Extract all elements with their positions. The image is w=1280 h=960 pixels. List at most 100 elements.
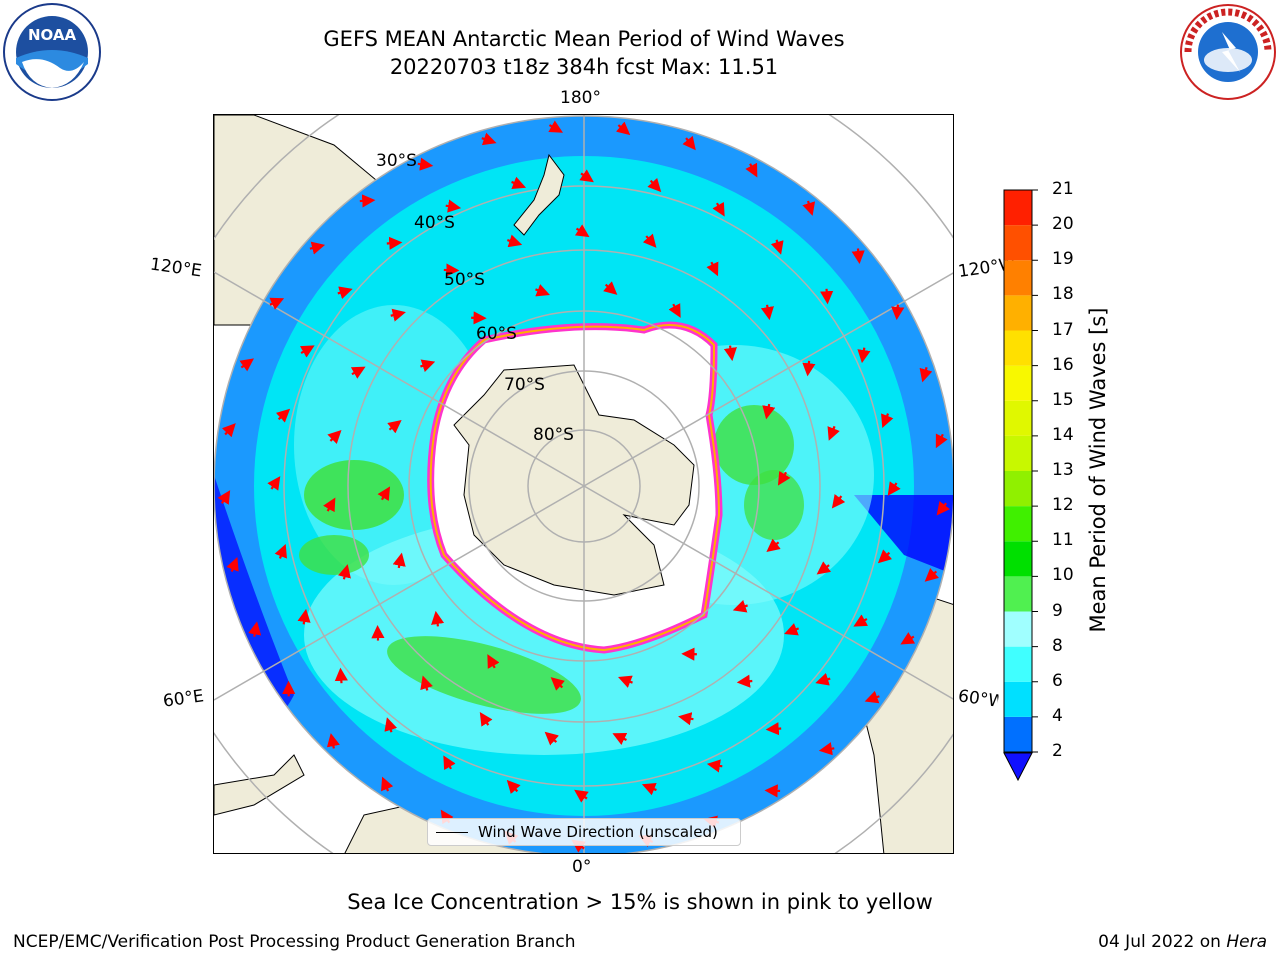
colorbar-tick-label: 6	[1052, 670, 1063, 691]
colorbar-tick-label: 21	[1052, 179, 1074, 199]
colorbar-segment	[1004, 681, 1032, 717]
colorbar-tick-label: 19	[1052, 249, 1074, 270]
wave-direction-arrow	[269, 297, 285, 310]
wave-direction-arrow	[274, 543, 287, 559]
colorbar-segment	[1004, 190, 1032, 226]
wave-direction-arrow	[221, 423, 236, 438]
wave-direction-arrow	[431, 610, 445, 627]
wave-direction-arrow	[417, 157, 434, 171]
wave-direction-arrow	[770, 239, 784, 255]
wave-direction-arrow	[420, 359, 436, 373]
colorbar-tick-label: 15	[1052, 389, 1074, 410]
colorbar-segment	[1004, 506, 1032, 542]
colorbar-tick-label: 17	[1052, 319, 1074, 340]
lon-label-lower-left: 60°E	[161, 686, 206, 712]
caption: Sea Ice Concentration > 15% is shown in …	[347, 890, 933, 914]
wave-direction-arrow	[936, 501, 950, 516]
colorbar-tick-label: 11	[1052, 530, 1074, 551]
wave-direction-arrow	[297, 608, 311, 625]
wave-direction-arrow	[506, 779, 521, 795]
wave-direction-arrow	[816, 561, 832, 575]
wave-direction-arrow	[390, 308, 406, 322]
wave-direction-arrow	[327, 429, 342, 444]
lat-label-40s: 40°S	[414, 213, 455, 233]
wave-direction-arrow	[326, 733, 340, 749]
lat-label-30s: 30°S	[376, 151, 417, 171]
wave-direction-arrow	[487, 654, 500, 669]
wave-direction-arrow	[337, 286, 353, 300]
wave-direction-arrow	[420, 675, 433, 691]
colorbar-tick-label: 14	[1052, 424, 1074, 445]
lat-label-80s: 80°S	[533, 425, 574, 445]
wave-direction-arrow	[745, 162, 758, 178]
lon-label-upper-left: 120°E	[148, 254, 203, 282]
wave-direction-arrow	[818, 742, 835, 756]
wave-direction-arrow	[550, 677, 565, 691]
wave-direction-arrow	[924, 568, 939, 582]
wave-direction-arrow	[712, 201, 725, 217]
wave-direction-arrow	[445, 199, 462, 213]
wave-direction-arrow	[900, 632, 916, 645]
wave-direction-arrow	[603, 281, 618, 295]
wave-direction-arrow	[647, 177, 662, 193]
wave-direction-arrow	[820, 288, 834, 305]
wave-direction-arrow	[334, 667, 348, 684]
colorbar-segment	[1004, 295, 1032, 331]
colorbar-segment	[1004, 471, 1032, 507]
wave-direction-arrow	[350, 366, 366, 379]
wave-direction-arrow	[919, 367, 933, 383]
colorbar-tick-label: 13	[1052, 460, 1074, 480]
colorbar-tick-label: 12	[1052, 495, 1074, 516]
wave-direction-arrow	[831, 493, 846, 509]
map-panel: 30°S 40°S 50°S 60°S 70°S 80°S	[213, 114, 954, 854]
colorbar-segment	[1004, 576, 1032, 612]
colorbar-segment	[1004, 330, 1032, 366]
wave-direction-arrow	[760, 304, 774, 321]
legend-label: Wind Wave Direction (unscaled)	[478, 823, 718, 841]
new-zealand-landmass	[513, 153, 565, 236]
wave-direction-arrow	[853, 614, 869, 627]
wave-direction-arrow	[857, 347, 871, 364]
wave-direction-arrow	[226, 557, 239, 572]
footer-credit: NCEP/EMC/Verification Post Processing Pr…	[13, 932, 576, 952]
wave-direction-arrow	[217, 490, 231, 505]
wave-direction-arrow	[815, 672, 831, 686]
noaa-logo: NOAA	[3, 3, 101, 101]
wave-direction-arrow	[706, 759, 723, 773]
wave-direction-arrow	[668, 303, 681, 318]
wave-direction-arrow	[766, 538, 781, 553]
map-legend: Wind Wave Direction (unscaled)	[427, 818, 741, 846]
wave-direction-arrow	[579, 169, 594, 183]
wave-direction-arrow	[864, 690, 880, 704]
wave-direction-arrow	[881, 413, 894, 429]
wave-direction-arrow	[481, 132, 497, 146]
lat-label-60s: 60°S	[476, 324, 517, 344]
colorbar-segment	[1004, 611, 1032, 647]
wave-direction-arrow	[384, 717, 398, 733]
footer-host: Hera	[1226, 932, 1267, 952]
wave-direction-arrow	[239, 358, 254, 372]
wave-direction-arrow	[762, 403, 776, 420]
colorbar-segment	[1004, 716, 1032, 752]
polar-map	[214, 115, 953, 853]
colorbar-tick-label: 9	[1052, 600, 1063, 621]
wave-direction-arrow	[736, 674, 753, 688]
colorbar-tick-label: 10	[1052, 565, 1074, 586]
colorbar-tick-label: 4	[1052, 705, 1063, 726]
footer-date: 04 Jul 2022 on Hera	[1098, 932, 1267, 952]
chart-subtitle: 20220703 t18z 384h fcst Max: 11.51	[389, 55, 779, 79]
wave-direction-arrow	[392, 552, 406, 569]
wave-direction-arrow	[338, 564, 351, 580]
wave-direction-arrow	[299, 345, 315, 358]
wave-direction-arrow	[479, 712, 493, 727]
wave-direction-arrow	[851, 248, 865, 265]
lon-label-bottom: 0°	[572, 857, 592, 877]
wind-wave-arrows	[217, 120, 950, 853]
colorbar-segment	[1004, 365, 1032, 401]
colorbar-tick-label: 2	[1052, 741, 1063, 761]
wave-direction-arrow	[506, 234, 523, 248]
wave-direction-arrow	[802, 200, 816, 216]
colorbar-segment	[1004, 435, 1032, 471]
lat-label-70s: 70°S	[504, 375, 545, 395]
wave-direction-arrow	[723, 345, 737, 362]
